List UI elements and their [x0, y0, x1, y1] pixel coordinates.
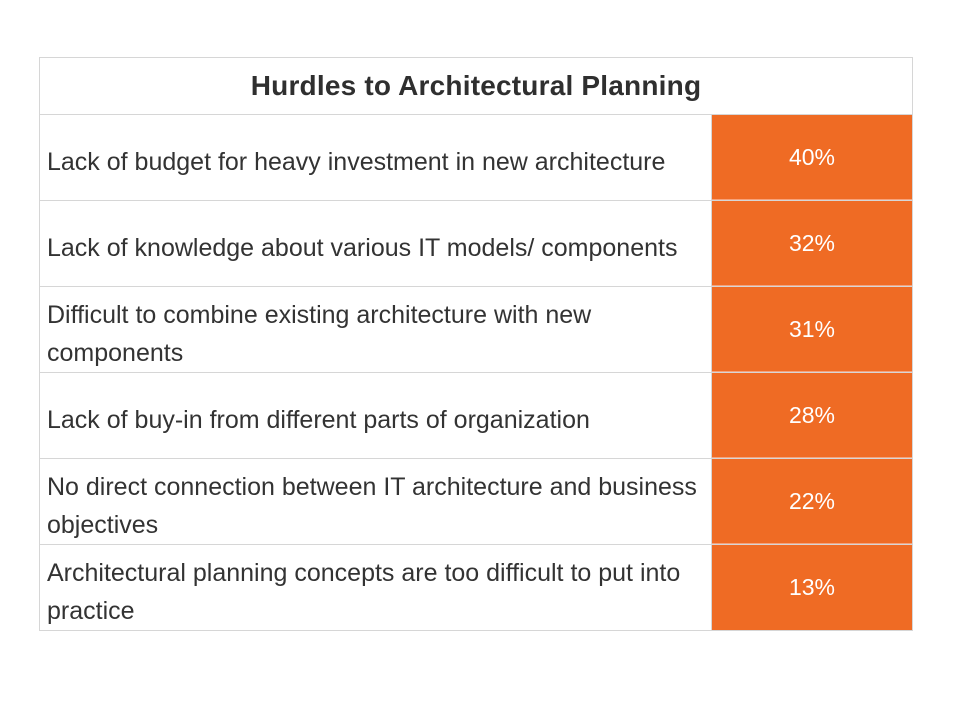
- table-row: Architectural planning concepts are too …: [40, 545, 912, 630]
- table-row: No direct connection between IT architec…: [40, 459, 912, 545]
- row-label: Architectural planning concepts are too …: [40, 545, 712, 630]
- row-value: 31%: [712, 287, 912, 372]
- row-value: 40%: [712, 115, 912, 200]
- row-value: 28%: [712, 373, 912, 458]
- table-row: Lack of budget for heavy investment in n…: [40, 115, 912, 201]
- table-row: Lack of knowledge about various IT model…: [40, 201, 912, 287]
- row-label: Lack of budget for heavy investment in n…: [40, 115, 712, 200]
- row-label: Difficult to combine existing architectu…: [40, 287, 712, 372]
- row-label: No direct connection between IT architec…: [40, 459, 712, 544]
- row-label: Lack of buy-in from different parts of o…: [40, 373, 712, 458]
- table-title: Hurdles to Architectural Planning: [40, 58, 912, 115]
- row-label: Lack of knowledge about various IT model…: [40, 201, 712, 286]
- table-row: Lack of buy-in from different parts of o…: [40, 373, 912, 459]
- hurdles-table: Hurdles to Architectural Planning Lack o…: [39, 57, 913, 631]
- table-row: Difficult to combine existing architectu…: [40, 287, 912, 373]
- row-value: 32%: [712, 201, 912, 286]
- row-value: 13%: [712, 545, 912, 630]
- row-value: 22%: [712, 459, 912, 544]
